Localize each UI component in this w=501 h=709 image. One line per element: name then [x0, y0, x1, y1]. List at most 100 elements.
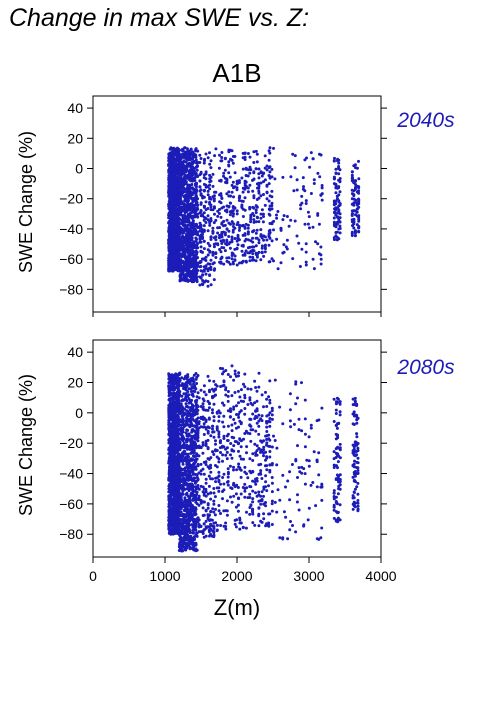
- data-point: [241, 215, 245, 218]
- data-point: [217, 166, 221, 170]
- data-point: [227, 205, 231, 209]
- data-point: [183, 146, 187, 150]
- data-point: [268, 194, 272, 198]
- data-point: [171, 238, 175, 242]
- data-point: [194, 185, 198, 189]
- data-point: [231, 180, 235, 184]
- data-point: [246, 168, 250, 172]
- data-point: [168, 487, 172, 491]
- data-point: [308, 165, 312, 169]
- data-point: [168, 202, 172, 206]
- data-point: [194, 194, 198, 198]
- data-point: [240, 206, 244, 209]
- data-point: [185, 264, 189, 267]
- data-point: [281, 251, 285, 255]
- data-point: [240, 249, 244, 253]
- data-point: [186, 240, 190, 244]
- data-point: [241, 190, 245, 194]
- data-point: [230, 251, 234, 255]
- data-point: [312, 182, 316, 185]
- data-point: [219, 239, 223, 243]
- data-point: [297, 241, 301, 245]
- data-point: [167, 243, 171, 246]
- data-point: [308, 226, 311, 230]
- data-point: [272, 228, 275, 232]
- data-point: [232, 222, 235, 226]
- data-point: [182, 163, 185, 167]
- data-point: [255, 198, 259, 201]
- data-point: [267, 149, 271, 153]
- y-tick-label: −80: [59, 281, 83, 297]
- data-point: [272, 146, 275, 150]
- data-point: [276, 267, 280, 271]
- data-point: [208, 250, 212, 254]
- data-point: [306, 222, 310, 226]
- data-point: [334, 171, 338, 175]
- data-point: [178, 275, 182, 278]
- data-point: [235, 212, 239, 216]
- data-point: [279, 261, 283, 265]
- data-point: [193, 250, 197, 254]
- data-point: [304, 199, 308, 203]
- data-point: [240, 260, 244, 264]
- data-point: [244, 222, 248, 226]
- data-point: [303, 222, 307, 226]
- data-point: [209, 265, 213, 269]
- data-point: [231, 225, 235, 228]
- data-point: [301, 176, 305, 180]
- data-point: [246, 251, 250, 255]
- data-point: [179, 180, 183, 183]
- data-point: [304, 260, 308, 264]
- data-point: [220, 256, 224, 260]
- data-point: [169, 185, 173, 189]
- data-point: [256, 216, 259, 220]
- y-tick-label: 0: [75, 161, 83, 177]
- data-point: [267, 199, 271, 203]
- data-point: [243, 208, 247, 212]
- data-point: [227, 160, 231, 164]
- data-point: [198, 185, 202, 189]
- data-point: [319, 193, 323, 197]
- data-point: [173, 404, 177, 408]
- data-point: [168, 427, 172, 431]
- data-point: [267, 234, 271, 237]
- data-point: [237, 228, 241, 232]
- data-point: [255, 152, 259, 156]
- data-point: [354, 185, 358, 189]
- data-point: [188, 228, 192, 232]
- data-point: [175, 175, 179, 179]
- data-point: [180, 191, 184, 195]
- data-point: [354, 200, 357, 204]
- data-point: [228, 240, 232, 244]
- data-point: [220, 242, 224, 245]
- data-point: [184, 278, 188, 282]
- data-point: [199, 269, 203, 273]
- data-point: [181, 270, 185, 274]
- data-point: [170, 384, 174, 388]
- data-point: [204, 200, 208, 204]
- data-point: [178, 176, 182, 180]
- panel-label-2040s: 2040s: [396, 109, 455, 132]
- data-point: [219, 178, 223, 182]
- data-point: [211, 226, 215, 230]
- data-point: [293, 154, 297, 158]
- data-point: [236, 236, 240, 240]
- data-point: [179, 157, 183, 161]
- data-point: [167, 441, 171, 445]
- data-point: [172, 401, 176, 405]
- data-point: [299, 203, 303, 207]
- data-point: [337, 199, 341, 203]
- data-point: [190, 186, 194, 190]
- data-point: [186, 154, 190, 158]
- data-point: [204, 185, 208, 189]
- data-point: [185, 147, 189, 151]
- data-point: [167, 235, 171, 239]
- data-point: [170, 422, 173, 426]
- data-point: [306, 210, 310, 214]
- data-point: [243, 187, 247, 190]
- data-point: [184, 166, 188, 170]
- data-point: [259, 233, 263, 237]
- data-point: [259, 216, 263, 220]
- data-point: [268, 176, 272, 180]
